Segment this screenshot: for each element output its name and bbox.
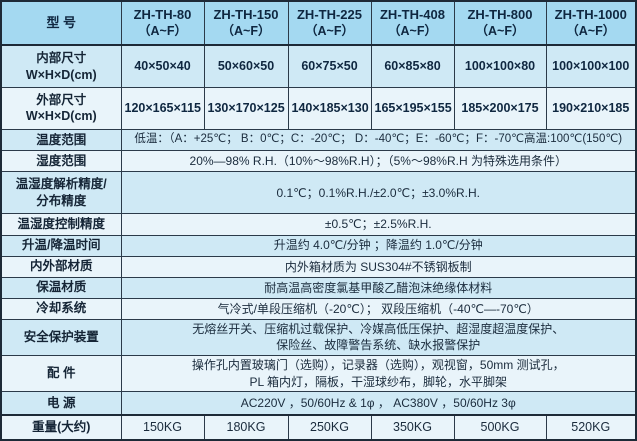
row-label-cell: 内部尺寸 W×H×D(cm) (0, 44, 122, 88)
cell-weight: 150KG (120, 413, 205, 441)
cell-outer-size: 185×200×175 (453, 86, 547, 131)
cell-weight: 500KG (453, 413, 547, 441)
header-model-3: ZH-TH-408 （A~F） (370, 0, 455, 47)
row-outer-size: 外部尺寸 W×H×D(cm) 120×165×115 130×170×125 1… (0, 86, 637, 131)
cell-inner-size: 60×75×50 (287, 44, 372, 88)
model-sub: （A~F） (221, 24, 271, 39)
cell-safety: 无熔丝开关、压缩机过载保护、冷媒高低压保护、超湿度超温度保护、 保险丝、故障警告… (120, 318, 637, 357)
cell-cooling-system: 气冷式/单段压缩机（-20℃）； 双段压缩机（-40℃—-70℃） (120, 297, 637, 320)
row-label-line2: 分布精度 (36, 193, 87, 208)
model-sub: （A~F） (388, 24, 437, 39)
model-label-text: 型 号 (46, 15, 77, 31)
row-label: 电 源 (0, 391, 122, 416)
cell-inner-size: 50×60×50 (203, 44, 289, 88)
cell-heating-cooling-time: 升温约 4.0℃/分钟 ；降温约 1.0℃/分钟 (120, 234, 637, 257)
model-sub: （A~F） (138, 24, 187, 39)
row-accessories: 配 件 操作孔内置玻璃门（选购），记录器（选购），观视窗，50mm 测试孔， P… (0, 355, 637, 393)
cell-outer-size: 130×170×125 (203, 86, 289, 131)
row-safety: 安全保护装置 无熔丝开关、压缩机过载保护、冷媒高低压保护、超湿度超温度保护、 保… (0, 318, 637, 357)
cell-weight: 250KG (287, 413, 372, 441)
cell-inner-size: 100×100×80 (453, 44, 547, 88)
row-inner-size: 内部尺寸 W×H×D(cm) 40×50×40 50×60×50 60×75×5… (0, 44, 637, 88)
row-label: 升温/降温时间 (0, 234, 122, 257)
row-resolution-accuracy: 温湿度解析精度/ 分布精度 0.1℃；0.1%R.H./±2.0℃；±3.0%R… (0, 171, 637, 215)
model-sub: （A~F） (475, 24, 525, 39)
header-row: 型 号 ZH-TH-80 （A~F） ZH-TH-150 （A~F） ZH-TH… (0, 0, 637, 47)
model-name: ZH-TH-225 (296, 6, 362, 22)
model-name: ZH-TH-80 (133, 6, 192, 22)
cell-outer-size: 120×165×115 (120, 86, 205, 131)
model-name: ZH-TH-150 (213, 6, 279, 22)
row-label-cell: 温湿度解析精度/ 分布精度 (0, 171, 122, 215)
row-power: 电 源 AC220V ，50/60Hz & 1φ ， AC380V ，50/60… (0, 391, 637, 416)
cell-outer-size: 140×185×130 (287, 86, 372, 131)
safety-line1: 无熔丝开关、压缩机过载保护、冷媒高低压保护、超湿度超温度保护、 (192, 322, 565, 337)
row-label: 内外部材质 (0, 255, 122, 278)
cell-outer-size: 190×210×185 (545, 86, 637, 131)
model-name: ZH-TH-408 (379, 6, 445, 22)
model-sub: （A~F） (566, 24, 616, 39)
header-model-5: ZH-TH-1000 （A~F） (545, 0, 637, 47)
row-weight: 重量(大约) 150KG 180KG 250KG 350KG 500KG 520… (0, 413, 637, 441)
model-name: ZH-TH-800 (467, 6, 533, 22)
safety-line2: 保险丝、故障警告系统、缺水报警保护 (276, 338, 481, 353)
cell-weight: 350KG (370, 413, 455, 441)
row-label-cell: 外部尺寸 W×H×D(cm) (0, 86, 122, 131)
cell-inner-size: 40×50×40 (120, 44, 205, 88)
row-humidity-range: 湿度范围 20%—98% R.H.（10%～98%R.H）；（5%～98%R.H… (0, 150, 637, 173)
row-label: 保温材质 (0, 276, 122, 299)
cell-weight: 520KG (545, 413, 637, 441)
row-label: 内部尺寸 (36, 50, 87, 65)
row-label: 冷却系统 (0, 297, 122, 320)
cell-insulation: 耐高温高密度氯基甲酸乙醋泡沫绝缘体材料 (120, 276, 637, 299)
row-control-accuracy: 温湿度控制精度 ±0.5℃；±2.5%R.H. (0, 213, 637, 236)
cell-humidity-range: 20%—98% R.H.（10%～98%R.H）；（5%～98%R.H 为特殊选… (120, 150, 637, 173)
row-label-line2: W×H×D(cm) (25, 67, 97, 82)
row-label: 重量(大约) (0, 413, 122, 441)
cell-inner-size: 100×100×100 (545, 44, 637, 88)
row-insulation: 保温材质 耐高温高密度氯基甲酸乙醋泡沫绝缘体材料 (0, 276, 637, 299)
row-label-line2: W×H×D(cm) (25, 109, 97, 124)
row-label: 安全保护装置 (0, 318, 122, 357)
cell-temp-range: 低温：（A：+25℃； B：0℃；C：-20℃； D：-40℃；E：-60℃；F… (120, 129, 637, 152)
header-model-0: ZH-TH-80 （A~F） (120, 0, 205, 47)
cell-inner-size: 60×85×80 (370, 44, 455, 88)
row-label: 温度范围 (0, 129, 122, 152)
cell-weight: 180KG (203, 413, 289, 441)
header-model-4: ZH-TH-800 （A~F） (453, 0, 547, 47)
cell-accessories: 操作孔内置玻璃门（选购），记录器（选购），观视窗，50mm 测试孔， PL 箱内… (120, 355, 637, 393)
row-label: 湿度范围 (0, 150, 122, 173)
row-label: 外部尺寸 (36, 92, 87, 107)
header-model-label: 型 号 (0, 0, 122, 47)
cell-power: AC220V ，50/60Hz & 1φ ， AC380V ，50/60Hz 3… (120, 391, 637, 416)
row-label: 配 件 (0, 355, 122, 393)
row-cooling-system: 冷却系统 气冷式/单段压缩机（-20℃）； 双段压缩机（-40℃—-70℃） (0, 297, 637, 320)
row-heating-cooling-time: 升温/降温时间 升温约 4.0℃/分钟 ；降温约 1.0℃/分钟 (0, 234, 637, 257)
cell-outer-size: 165×195×155 (370, 86, 455, 131)
model-sub: （A~F） (305, 24, 354, 39)
accessories-line2: PL 箱内灯，隔板，干湿球纱布，脚轮，水平脚架 (249, 374, 508, 389)
accessories-line1: 操作孔内置玻璃门（选购），记录器（选购），观视窗，50mm 测试孔， (191, 358, 565, 373)
header-model-1: ZH-TH-150 （A~F） (203, 0, 289, 47)
cell-material: 内外箱材质为 SUS304#不锈钢板制 (120, 255, 637, 278)
header-model-2: ZH-TH-225 （A~F） (287, 0, 372, 47)
cell-control-accuracy: ±0.5℃；±2.5%R.H. (120, 213, 637, 236)
cell-resolution: 0.1℃；0.1%R.H./±2.0℃；±3.0%R.H. (120, 171, 637, 215)
row-temp-range: 温度范围 低温：（A：+25℃； B：0℃；C：-20℃； D：-40℃；E：-… (0, 129, 637, 152)
row-material: 内外部材质 内外箱材质为 SUS304#不锈钢板制 (0, 255, 637, 278)
model-name: ZH-TH-1000 (554, 6, 627, 22)
row-label: 温湿度解析精度/ (15, 176, 107, 191)
row-label: 温湿度控制精度 (0, 213, 122, 236)
